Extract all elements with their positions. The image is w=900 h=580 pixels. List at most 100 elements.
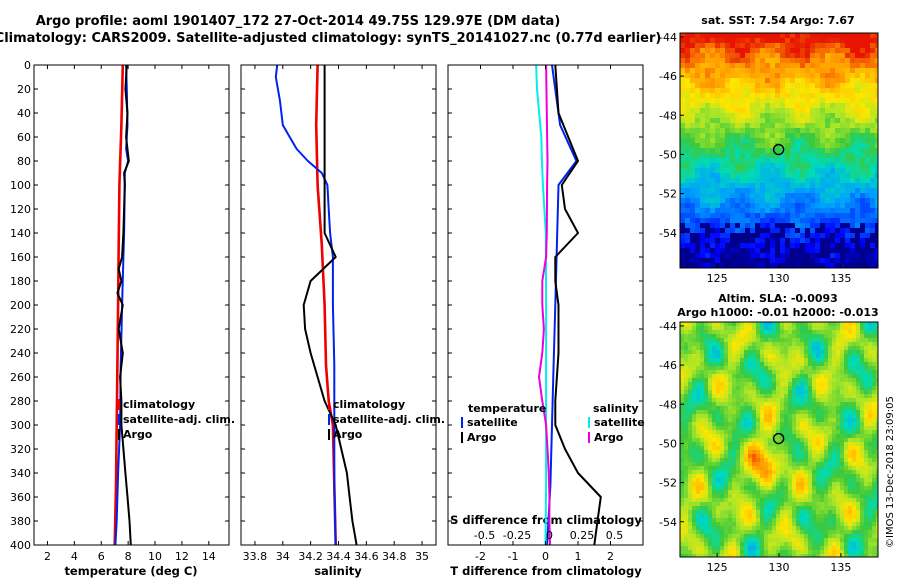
- map-cell: [836, 382, 840, 386]
- map-cell: [760, 108, 765, 113]
- map-cell: [792, 358, 796, 362]
- map-cell: [715, 43, 720, 48]
- map-cell: [724, 446, 728, 450]
- map-cell: [736, 478, 740, 482]
- map-cell: [696, 430, 700, 434]
- map-cell: [860, 98, 865, 103]
- map-cell: [860, 253, 865, 258]
- map-cell: [685, 263, 690, 268]
- map-cell: [852, 434, 856, 438]
- map-cell: [876, 426, 878, 430]
- map-cell: [856, 514, 860, 518]
- map-cell: [820, 263, 825, 268]
- map-cell: [730, 133, 735, 138]
- map-cell: [872, 482, 876, 486]
- map-cell: [835, 248, 840, 253]
- map-cell: [820, 406, 824, 410]
- map-cell: [696, 486, 700, 490]
- map-cell: [792, 406, 796, 410]
- map-cell: [688, 450, 692, 454]
- map-cell: [684, 330, 688, 334]
- map-cell: [768, 454, 772, 458]
- map-cell: [692, 342, 696, 346]
- map-cell: [764, 490, 768, 494]
- map-cell: [800, 470, 804, 474]
- map-cell: [725, 198, 730, 203]
- map-cell: [700, 193, 705, 198]
- map-cell: [870, 98, 875, 103]
- map-cell: [850, 103, 855, 108]
- map-cell: [852, 398, 856, 402]
- map-cell: [800, 350, 804, 354]
- map-cell: [680, 522, 684, 526]
- map-cell: [788, 410, 792, 414]
- map-cell: [865, 43, 870, 48]
- map-cell: [872, 390, 876, 394]
- map-cell: [704, 434, 708, 438]
- map-cell: [705, 138, 710, 143]
- map-cell: [812, 518, 816, 522]
- map-cell: [736, 422, 740, 426]
- map-cell: [848, 346, 852, 350]
- map-cell: [695, 258, 700, 263]
- map-cell: [850, 258, 855, 263]
- map-cell: [684, 454, 688, 458]
- map-cell: [776, 426, 780, 430]
- map-cell: [816, 358, 820, 362]
- map-cell: [748, 430, 752, 434]
- map-cell: [764, 370, 768, 374]
- map-cell: [708, 334, 712, 338]
- map-cell: [750, 133, 755, 138]
- map-cell: [735, 233, 740, 238]
- map-cell: [875, 78, 878, 83]
- map-cell: [756, 470, 760, 474]
- s-tick-label: -0.5: [474, 529, 495, 542]
- map-cell: [724, 454, 728, 458]
- map-cell: [792, 430, 796, 434]
- map-cell: [852, 494, 856, 498]
- map-cell: [740, 510, 744, 514]
- map-cell: [850, 248, 855, 253]
- map-cell: [844, 330, 848, 334]
- map-cell: [708, 370, 712, 374]
- map-cell: [765, 253, 770, 258]
- map-cell: [680, 118, 685, 123]
- map-cell: [860, 208, 865, 213]
- map-cell: [700, 88, 705, 93]
- map-cell: [808, 510, 812, 514]
- map-cell: [755, 203, 760, 208]
- map-cell: [830, 178, 835, 183]
- map-cell: [776, 378, 780, 382]
- map-y-tick-label: -50: [659, 148, 677, 161]
- map-cell: [790, 243, 795, 248]
- map-cell: [810, 223, 815, 228]
- map-cell: [715, 168, 720, 173]
- map-cell: [688, 362, 692, 366]
- map-cell: [708, 458, 712, 462]
- map-cell: [700, 394, 704, 398]
- map-cell: [808, 418, 812, 422]
- map-cell: [740, 538, 744, 542]
- map-cell: [750, 253, 755, 258]
- map-cell: [776, 330, 780, 334]
- map-cell: [710, 183, 715, 188]
- map-cell: [700, 163, 705, 168]
- map-cell: [760, 158, 765, 163]
- map-cell: [870, 193, 875, 198]
- map-cell: [832, 414, 836, 418]
- map-cell: [725, 178, 730, 183]
- map-cell: [752, 442, 756, 446]
- map-cell: [788, 362, 792, 366]
- map-cell: [868, 490, 872, 494]
- map-cell: [850, 213, 855, 218]
- map-cell: [824, 466, 828, 470]
- map-cell: [848, 362, 852, 366]
- map-cell: [696, 390, 700, 394]
- map-cell: [876, 374, 878, 378]
- map-cell: [795, 228, 800, 233]
- map-cell: [848, 330, 852, 334]
- map-cell: [740, 334, 744, 338]
- map-cell: [820, 98, 825, 103]
- map-cell: [700, 466, 704, 470]
- map-cell: [724, 546, 728, 550]
